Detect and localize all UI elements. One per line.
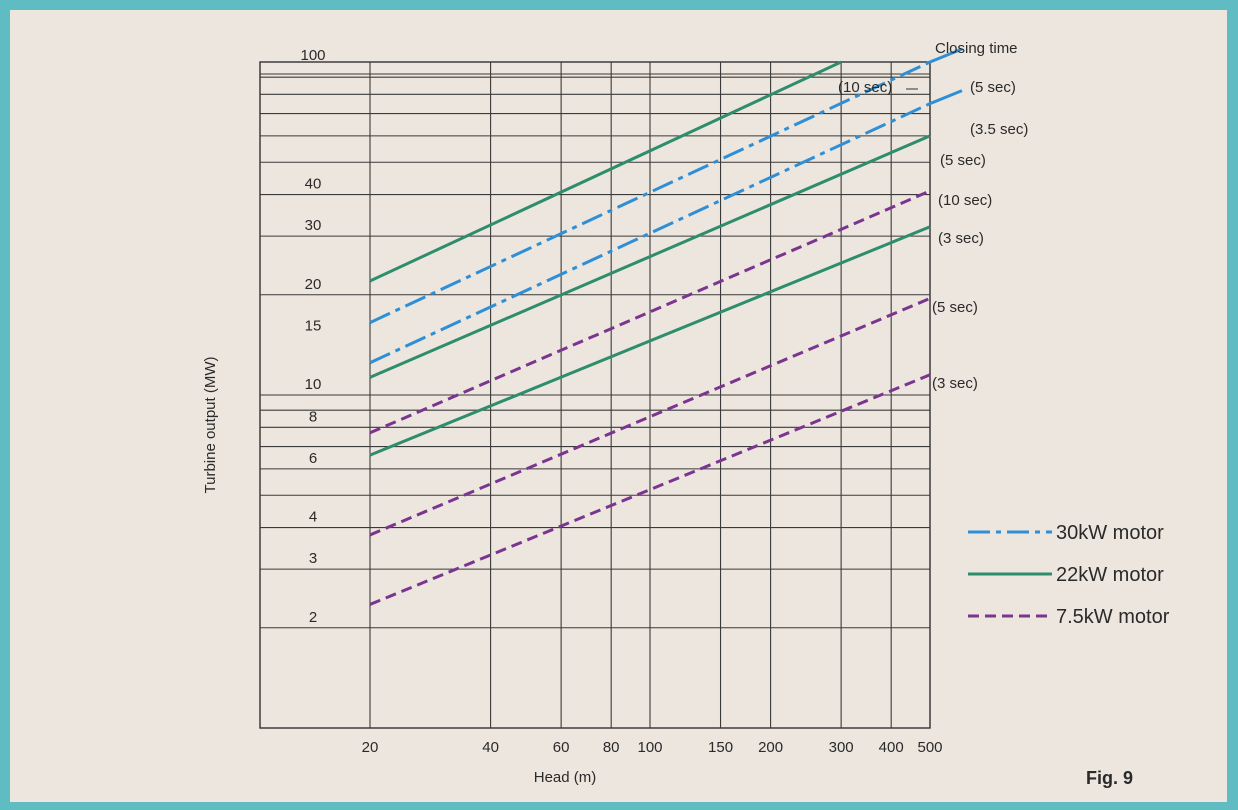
x-tick-label: 60: [553, 739, 570, 756]
series-closing-time-label: (3.5 sec): [970, 121, 1028, 138]
legend-label: 7.5kW motor: [1056, 606, 1170, 628]
grid: [259, 61, 931, 729]
legend-label: 22kW motor: [1056, 564, 1164, 586]
series-closing-time-label: (3 sec): [938, 230, 984, 247]
series-closing-time-label: (3 sec): [932, 375, 978, 392]
legend-label: 30kW motor: [1056, 522, 1164, 544]
series-closing-time-label: (10 sec): [838, 79, 892, 96]
series-line-extension: [929, 89, 963, 105]
series-closing-time-label: (5 sec): [940, 152, 986, 169]
x-tick-label: 150: [708, 739, 733, 756]
y-tick-label: 15: [305, 317, 322, 334]
series-closing-time-label: (5 sec): [970, 79, 1016, 96]
x-tick-label: 400: [879, 739, 904, 756]
closing-time-label: Closing time: [935, 40, 1018, 57]
series-line: [369, 134, 931, 379]
y-tick-label: 6: [309, 450, 317, 467]
y-tick-label: 3: [309, 550, 317, 567]
y-tick-label: 4: [309, 509, 317, 526]
x-tick-label: 80: [603, 739, 620, 756]
y-axis-label: Turbine output (MW): [202, 357, 219, 494]
y-tick-label: 100: [300, 47, 325, 64]
y-tick-label: 8: [309, 408, 317, 425]
figure-label: Fig. 9: [1086, 768, 1133, 788]
series-closing-time-label: (5 sec): [932, 299, 978, 316]
x-tick-label: 300: [829, 739, 854, 756]
legend: 30kW motor 22kW motor 7.5kW motor: [968, 522, 1170, 628]
x-tick-label: 500: [917, 739, 942, 756]
y-tick-label: 20: [305, 276, 322, 293]
y-tick-label: 30: [305, 217, 322, 234]
x-tick-label: 200: [758, 739, 783, 756]
y-tick-label: 10: [305, 376, 322, 393]
series-line: [369, 225, 931, 457]
y-tick-label: 2: [309, 609, 317, 626]
chart: (10 sec) (5 sec) (3.5 sec) (5 sec) (10 sec) (…: [202, 40, 1170, 788]
series-labels: (10 sec) (5 sec) (3.5 sec) (5 sec) (10 sec) (…: [838, 79, 1028, 392]
series-line: [369, 102, 931, 365]
series-closing-time-label: (10 sec): [938, 192, 992, 209]
y-tick-label: 40: [305, 176, 322, 193]
x-axis-label: Head (m): [534, 769, 597, 786]
series-lines: [369, 47, 963, 606]
tick-labels: 20 40 60 80 100 150 200 300 400 500 2 3 4 6 8 10 15 20 30 4…: [300, 47, 942, 756]
x-tick-label: 40: [482, 739, 499, 756]
series-line: [369, 60, 842, 283]
figure: (10 sec) (5 sec) (3.5 sec) (5 sec) (10 sec) (…: [10, 10, 1227, 802]
x-tick-label: 100: [637, 739, 662, 756]
series-line: [369, 60, 931, 324]
series-line-extension: [929, 47, 963, 64]
x-tick-label: 20: [362, 739, 379, 756]
